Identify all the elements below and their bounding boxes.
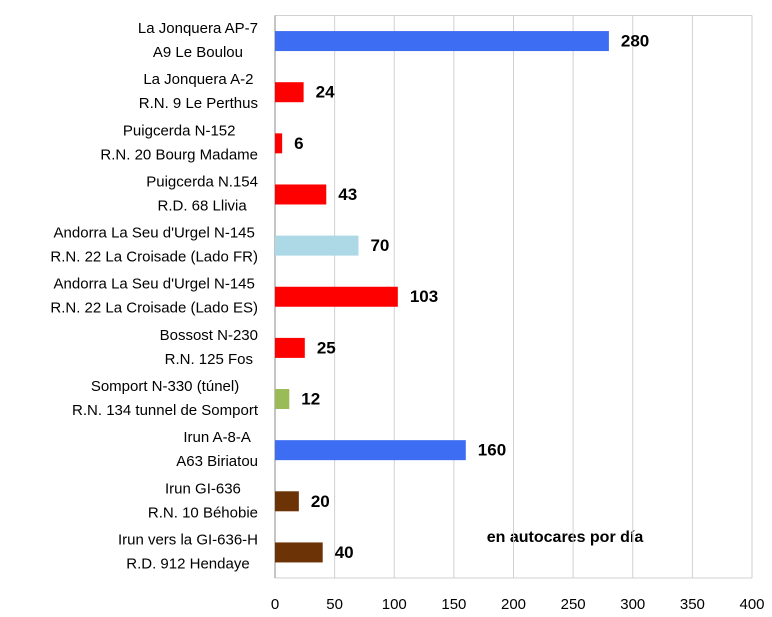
y-tick-label: R.D. 68 Llivia <box>158 197 248 214</box>
x-tick-label: 0 <box>271 596 279 613</box>
y-tick-label: R.N. 10 Béhobie <box>148 504 258 521</box>
x-tick-label: 300 <box>620 596 645 613</box>
bar <box>275 440 466 461</box>
y-tick-label: R.N. 9 Le Perthus <box>139 95 258 112</box>
y-tick-label: A63 Biriatou <box>176 453 258 470</box>
value-label: 6 <box>294 134 303 153</box>
value-label: 103 <box>410 287 438 306</box>
value-label: 70 <box>370 236 389 255</box>
x-tick-label: 350 <box>680 596 705 613</box>
value-label: 160 <box>478 441 506 460</box>
y-tick-label: Puigcerda N.154 <box>146 173 258 190</box>
x-tick-label: 100 <box>382 596 407 613</box>
y-tick-label: La Jonquera A-2 <box>143 71 253 88</box>
bar <box>275 337 305 358</box>
y-tick-label: R.N. 134 tunnel de Somport <box>72 402 259 419</box>
bar <box>275 82 304 103</box>
y-tick-label: Somport N-330 (túnel) <box>91 378 239 395</box>
bar <box>275 491 299 512</box>
bar <box>275 133 283 154</box>
x-tick-label: 150 <box>441 596 466 613</box>
y-tick-label: Bossost N-230 <box>160 327 258 344</box>
x-tick-label: 200 <box>501 596 526 613</box>
value-label: 25 <box>317 338 336 357</box>
bar <box>275 184 327 205</box>
y-tick-label: Irun A-8-A <box>183 429 251 446</box>
y-tick-label: La Jonquera AP-7 <box>138 20 258 37</box>
bar <box>275 235 359 256</box>
y-tick-label: Puigcerda N-152 <box>123 122 236 139</box>
y-tick-label: Irun GI-636 <box>165 480 241 497</box>
value-label: 20 <box>311 492 330 511</box>
bar <box>275 542 323 563</box>
y-tick-label: Andorra La Seu d'Urgel N-145 <box>54 276 255 293</box>
x-tick-label: 250 <box>561 596 586 613</box>
bar <box>275 31 609 52</box>
bar <box>275 286 398 307</box>
bar <box>275 389 290 410</box>
value-label: 43 <box>338 185 357 204</box>
y-tick-label: A9 Le Boulou <box>153 44 243 61</box>
y-tick-label: Andorra La Seu d'Urgel N-145 <box>54 225 255 242</box>
annotation: en autocares por día <box>487 529 644 546</box>
x-tick-label: 400 <box>739 596 764 613</box>
value-label: 12 <box>301 390 320 409</box>
y-tick-label: R.D. 912 Hendaye <box>126 555 249 572</box>
y-tick-label: R.N. 125 Fos <box>165 351 253 368</box>
x-tick-label: 50 <box>326 596 343 613</box>
y-tick-label: R.N. 22 La Croisade (Lado FR) <box>50 249 258 266</box>
y-tick-label: R.N. 20 Bourg Madame <box>100 146 258 163</box>
value-label: 280 <box>621 32 649 51</box>
y-tick-label: Irun vers la GI-636-H <box>118 531 258 548</box>
value-label: 40 <box>335 543 354 562</box>
y-tick-label: R.N. 22 La Croisade (Lado ES) <box>50 300 258 317</box>
value-label: 24 <box>316 83 335 102</box>
